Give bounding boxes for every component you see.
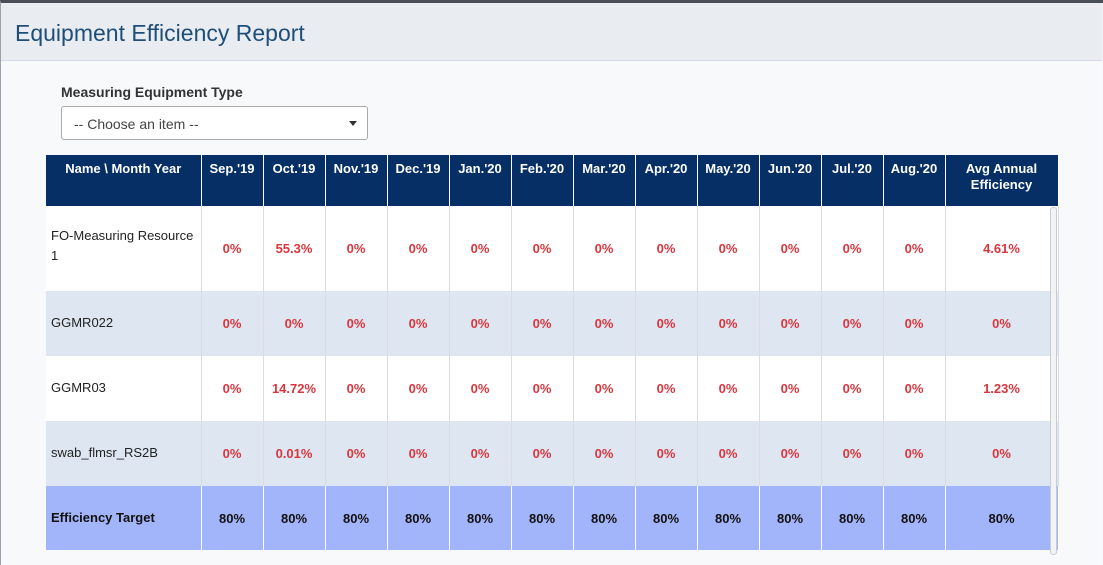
column-header-month: Sep.'19 <box>201 155 264 206</box>
column-header-month: Jun.'20 <box>759 155 822 206</box>
month-value-cell: 0% <box>573 356 636 421</box>
month-value-cell: 0% <box>697 356 760 421</box>
avg-value-cell: 0% <box>945 421 1059 486</box>
month-value-cell: 80% <box>697 486 760 550</box>
month-value-cell: 0% <box>325 291 388 356</box>
month-value-cell: 0% <box>883 356 946 421</box>
column-header-month: Apr.'20 <box>635 155 698 206</box>
table-scrollbar[interactable] <box>1050 207 1057 555</box>
month-value-cell: 80% <box>325 486 388 550</box>
column-header-month: Aug.'20 <box>883 155 946 206</box>
month-value-cell: 0% <box>821 421 884 486</box>
month-value-cell: 0% <box>697 421 760 486</box>
month-value-cell: 80% <box>449 486 512 550</box>
table-row: swab_flmsr_RS2B 0% 0.01% 0% 0% 0% 0% 0% 0% 0% 0% 0%… <box>46 421 1059 486</box>
month-value-cell: 0% <box>201 291 264 356</box>
avg-value-cell: 1.23% <box>945 356 1059 421</box>
month-value-cell: 0% <box>573 421 636 486</box>
month-value-cell: 80% <box>821 486 884 550</box>
column-header-month: Nov.'19 <box>325 155 388 206</box>
month-value-cell: 80% <box>201 486 264 550</box>
row-name-cell: FO-Measuring Resource 1 <box>46 206 202 291</box>
month-value-cell: 0% <box>449 356 512 421</box>
column-header-avg: Avg Annual Efficiency <box>945 155 1059 206</box>
month-value-cell: 0% <box>449 421 512 486</box>
equipment-type-label: Measuring Equipment Type <box>61 84 243 100</box>
month-value-cell: 0% <box>263 291 326 356</box>
avg-value-cell: 4.61% <box>945 206 1059 291</box>
month-value-cell: 0% <box>697 291 760 356</box>
month-value-cell: 55.3% <box>263 206 326 291</box>
month-value-cell: 0% <box>387 356 450 421</box>
month-value-cell: 0% <box>635 356 698 421</box>
month-value-cell: 80% <box>759 486 822 550</box>
efficiency-table-wrap: Name \ Month Year Sep.'19 Oct.'19 Nov.'19 D… <box>46 155 1059 550</box>
month-value-cell: 0% <box>883 291 946 356</box>
page-title: Equipment Efficiency Report <box>15 20 305 46</box>
month-value-cell: 0% <box>511 206 574 291</box>
column-header-month: May.'20 <box>697 155 760 206</box>
efficiency-table: Name \ Month Year Sep.'19 Oct.'19 Nov.'19 D… <box>46 155 1059 550</box>
month-value-cell: 0% <box>511 421 574 486</box>
month-value-cell: 80% <box>511 486 574 550</box>
month-value-cell: 0% <box>759 356 822 421</box>
row-name-cell: GGMR022 <box>46 291 202 356</box>
month-value-cell: 80% <box>573 486 636 550</box>
caret-down-icon <box>349 121 357 126</box>
month-value-cell: 80% <box>635 486 698 550</box>
month-value-cell: 0% <box>325 421 388 486</box>
month-value-cell: 0% <box>387 421 450 486</box>
target-row: Efficiency Target 80% 80% 80% 80% 80% 80% 80% 80… <box>46 486 1059 550</box>
row-name-cell: swab_flmsr_RS2B <box>46 421 202 486</box>
month-value-cell: 0% <box>883 421 946 486</box>
page-header: Equipment Efficiency Report <box>1 3 1102 61</box>
column-header-name: Name \ Month Year <box>46 155 202 206</box>
month-value-cell: 0% <box>449 206 512 291</box>
month-value-cell: 80% <box>387 486 450 550</box>
equipment-type-select[interactable]: -- Choose an item -- <box>61 106 368 140</box>
month-value-cell: 0% <box>573 291 636 356</box>
month-value-cell: 0% <box>697 206 760 291</box>
row-name-cell: Efficiency Target <box>46 486 202 550</box>
month-value-cell: 14.72% <box>263 356 326 421</box>
month-value-cell: 0% <box>201 356 264 421</box>
table-row: GGMR03 0% 14.72% 0% 0% 0% 0% 0% 0% 0% 0% 0% 0% 1.23% <box>46 356 1059 421</box>
month-value-cell: 0.01% <box>263 421 326 486</box>
month-value-cell: 0% <box>387 291 450 356</box>
month-value-cell: 0% <box>511 291 574 356</box>
month-value-cell: 0% <box>821 206 884 291</box>
column-header-month: Oct.'19 <box>263 155 326 206</box>
month-value-cell: 0% <box>635 421 698 486</box>
month-value-cell: 0% <box>449 291 512 356</box>
equipment-type-selected: -- Choose an item -- <box>74 116 199 132</box>
row-name-cell: GGMR03 <box>46 356 202 421</box>
avg-value-cell: 0% <box>945 291 1059 356</box>
month-value-cell: 0% <box>759 421 822 486</box>
table-row: FO-Measuring Resource 1 0% 55.3% 0% 0% 0% 0% 0%… <box>46 206 1059 291</box>
month-value-cell: 0% <box>325 356 388 421</box>
month-value-cell: 0% <box>201 421 264 486</box>
month-value-cell: 0% <box>883 206 946 291</box>
month-value-cell: 0% <box>511 356 574 421</box>
month-value-cell: 0% <box>821 291 884 356</box>
month-value-cell: 0% <box>635 206 698 291</box>
table-row: GGMR022 0% 0% 0% 0% 0% 0% 0% 0% 0% 0% 0% 0% 0% <box>46 291 1059 356</box>
month-value-cell: 0% <box>635 291 698 356</box>
table-header-row: Name \ Month Year Sep.'19 Oct.'19 Nov.'19 D… <box>46 155 1059 206</box>
month-value-cell: 0% <box>325 206 388 291</box>
avg-value-cell: 80% <box>945 486 1059 550</box>
column-header-month: Dec.'19 <box>387 155 450 206</box>
month-value-cell: 80% <box>263 486 326 550</box>
column-header-month: Feb.'20 <box>511 155 574 206</box>
month-value-cell: 0% <box>821 356 884 421</box>
month-value-cell: 0% <box>573 206 636 291</box>
column-header-month: Jan.'20 <box>449 155 512 206</box>
month-value-cell: 0% <box>387 206 450 291</box>
month-value-cell: 0% <box>759 291 822 356</box>
month-value-cell: 0% <box>759 206 822 291</box>
column-header-month: Jul.'20 <box>821 155 884 206</box>
month-value-cell: 0% <box>201 206 264 291</box>
column-header-month: Mar.'20 <box>573 155 636 206</box>
month-value-cell: 80% <box>883 486 946 550</box>
